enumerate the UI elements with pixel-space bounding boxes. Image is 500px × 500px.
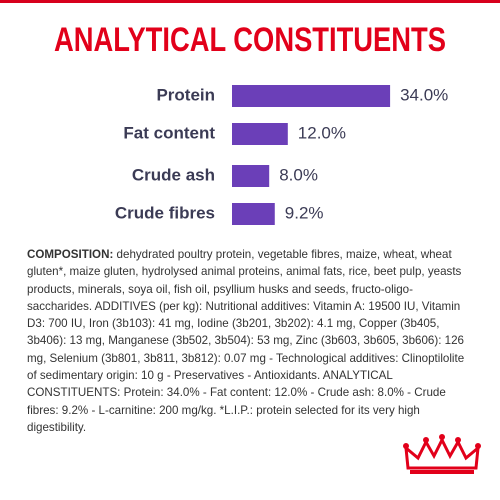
bar [232,123,288,145]
category-label: Protein [156,85,215,104]
category-label: Crude fibres [115,203,215,222]
value-label: 34.0% [400,85,448,104]
value-label: 12.0% [298,123,346,142]
category-label: Fat content [123,123,215,142]
top-band [0,0,500,3]
bar [232,203,275,225]
category-label: Crude ash [132,165,215,184]
value-label: 8.0% [279,165,318,184]
composition-text: dehydrated poultry protein, vegetable fi… [27,248,465,434]
composition: COMPOSITION: dehydrated poultry protein,… [27,246,477,436]
logo [403,434,481,474]
bar [232,165,270,187]
chart-title: ANALYTICAL CONSTITUENTS [54,21,446,59]
composition-label: COMPOSITION: [27,248,114,261]
bar [232,85,391,107]
value-label: 9.2% [285,203,324,222]
